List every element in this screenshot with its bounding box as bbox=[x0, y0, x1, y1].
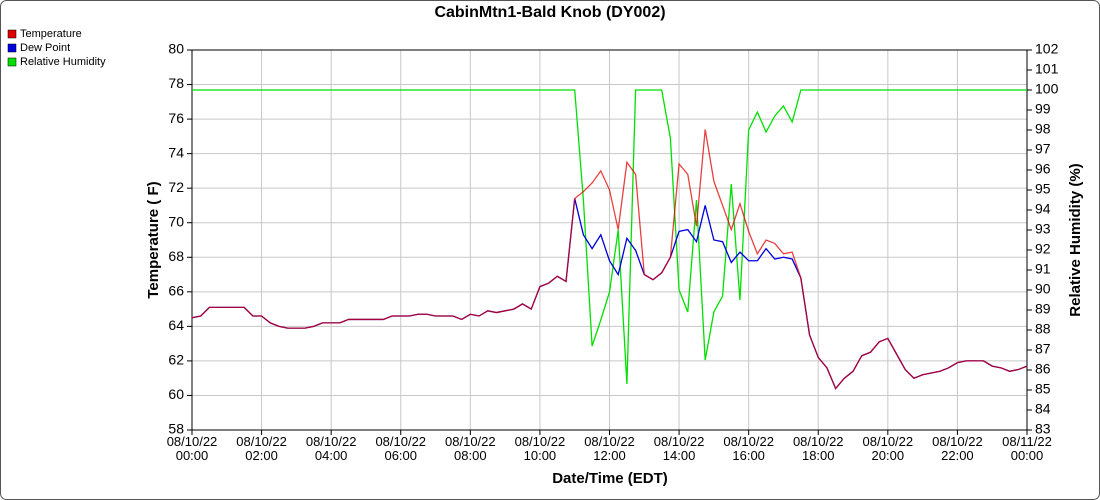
x-tick-label: 08/10/22 18:00 bbox=[792, 434, 844, 463]
chart-title: CabinMtn1-Bald Knob (DY002) bbox=[434, 4, 665, 21]
y2-tick-label: 92 bbox=[1035, 241, 1051, 257]
y2-tick-label: 89 bbox=[1035, 301, 1051, 317]
y2-tick-label: 93 bbox=[1035, 221, 1051, 237]
x-tick-label: 08/10/22 14:00 bbox=[653, 434, 705, 463]
series-line bbox=[192, 89, 1027, 385]
x-tick-label: 08/11/22 00:00 bbox=[1002, 434, 1052, 463]
x-tick-label: 08/10/22 12:00 bbox=[584, 434, 635, 463]
x-tick-label: 08/10/22 00:00 bbox=[166, 434, 218, 463]
y2-tick-label: 99 bbox=[1035, 101, 1051, 117]
x-axis-title: Date/Time (EDT) bbox=[552, 470, 668, 487]
y-axis-title: Temperature ( F) bbox=[145, 181, 162, 298]
x-tick-label: 08/10/22 02:00 bbox=[236, 434, 287, 463]
y2-tick-label: 86 bbox=[1035, 361, 1051, 377]
y2-tick-label: 95 bbox=[1035, 181, 1051, 197]
y2-tick-label: 102 bbox=[1035, 41, 1059, 57]
y2-tick-label: 90 bbox=[1035, 281, 1051, 297]
x-tick-label: 08/10/22 04:00 bbox=[305, 434, 357, 463]
y-tick-label: 76 bbox=[168, 110, 184, 126]
series-line bbox=[191, 129, 1028, 390]
y-tick-label: 60 bbox=[168, 386, 184, 402]
x-tick-label: 08/10/22 16:00 bbox=[723, 434, 774, 463]
y2-tick-label: 83 bbox=[1035, 421, 1051, 437]
y-tick-label: 62 bbox=[168, 352, 184, 368]
y-tick-label: 70 bbox=[168, 213, 184, 229]
x-tick-label: 08/10/22 10:00 bbox=[514, 434, 566, 463]
y-tick-label: 68 bbox=[168, 248, 184, 264]
y2-tick-label: 101 bbox=[1035, 61, 1059, 77]
legend-label: Relative Humidity bbox=[20, 56, 106, 68]
legend-swatch bbox=[7, 57, 17, 67]
y2-tick-label: 97 bbox=[1035, 141, 1051, 157]
x-tick-label: 08/10/22 20:00 bbox=[862, 434, 914, 463]
legend-label: Temperature bbox=[20, 28, 82, 40]
y-tick-label: 64 bbox=[168, 317, 184, 333]
y2-axis-title: Relative Humidity (%) bbox=[1067, 163, 1084, 316]
legend-label: Dew Point bbox=[20, 42, 70, 54]
y-tick-label: 66 bbox=[168, 283, 184, 299]
y2-tick-label: 91 bbox=[1035, 261, 1051, 277]
plot-border bbox=[191, 49, 1028, 431]
y-tick-label: 74 bbox=[168, 144, 184, 160]
y2-tick-label: 84 bbox=[1035, 401, 1051, 417]
y2-tick-label: 87 bbox=[1035, 341, 1051, 357]
y-tick-label: 78 bbox=[168, 75, 184, 91]
y2-tick-label: 96 bbox=[1035, 161, 1051, 177]
x-tick-label: 08/10/22 06:00 bbox=[375, 434, 427, 463]
y2-tick-label: 100 bbox=[1035, 81, 1059, 97]
x-tick-label: 08/10/22 08:00 bbox=[445, 434, 496, 463]
y2-tick-label: 94 bbox=[1035, 201, 1051, 217]
legend-swatch bbox=[7, 43, 17, 53]
y-tick-label: 72 bbox=[168, 179, 184, 195]
y2-tick-label: 98 bbox=[1035, 121, 1051, 137]
y-tick-label: 80 bbox=[168, 41, 184, 57]
legend-swatch bbox=[7, 29, 17, 39]
x-tick-label: 08/10/22 22:00 bbox=[932, 434, 983, 463]
y2-tick-label: 88 bbox=[1035, 321, 1051, 337]
y-tick-label: 58 bbox=[168, 421, 184, 437]
y2-tick-label: 85 bbox=[1035, 381, 1051, 397]
